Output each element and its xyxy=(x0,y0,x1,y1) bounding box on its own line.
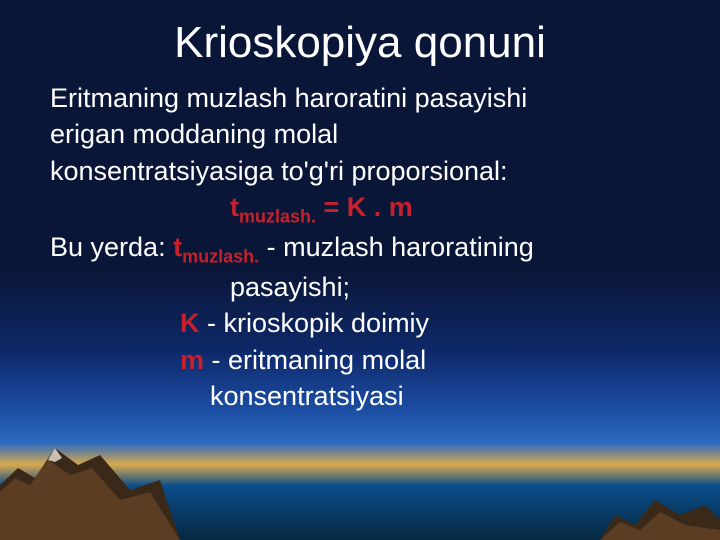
equation-line: tmuzlash. = K . m xyxy=(50,189,670,229)
definition-t-text: - muzlash haroratining xyxy=(259,232,534,262)
definition-t-line1: Bu yerda: tmuzlash. - muzlash haroratini… xyxy=(50,229,670,269)
definition-k-symbol: K xyxy=(180,308,200,338)
body-line-3: konsentratsiyasiga to'g'ri proporsional: xyxy=(50,153,670,189)
definition-k-line: K - krioskopik doimiy xyxy=(50,305,670,341)
definition-m-symbol: m xyxy=(180,345,204,375)
slide: Krioskopiya qonuni Eritmaning muzlash ha… xyxy=(0,0,720,540)
equation-subscript: muzlash. xyxy=(239,207,316,227)
equation-rhs: = K . m xyxy=(316,192,413,222)
definition-m-line1: m - eritmaning molal xyxy=(50,342,670,378)
body-line-1: Eritmaning muzlash haroratini pasayishi xyxy=(50,80,670,116)
definition-k-text: - krioskopik doimiy xyxy=(200,308,430,338)
slide-body: Eritmaning muzlash haroratini pasayishi … xyxy=(50,80,670,414)
definition-prefix: Bu yerda: xyxy=(50,232,173,262)
definition-t-subscript: muzlash. xyxy=(182,246,259,266)
slide-title: Krioskopiya qonuni xyxy=(90,18,630,68)
definition-t-line2: pasayishi; xyxy=(50,269,670,305)
definition-m-line2: konsentratsiyasi xyxy=(50,378,670,414)
mountain-left-decoration xyxy=(0,430,180,540)
equation-t: t xyxy=(230,192,239,222)
mountain-right-decoration xyxy=(600,470,720,540)
definition-m-text: - eritmaning molal xyxy=(204,345,426,375)
body-line-2: erigan moddaning molal xyxy=(50,116,670,152)
definition-t-symbol: t xyxy=(173,232,182,262)
slide-content: Krioskopiya qonuni Eritmaning muzlash ha… xyxy=(0,0,720,414)
